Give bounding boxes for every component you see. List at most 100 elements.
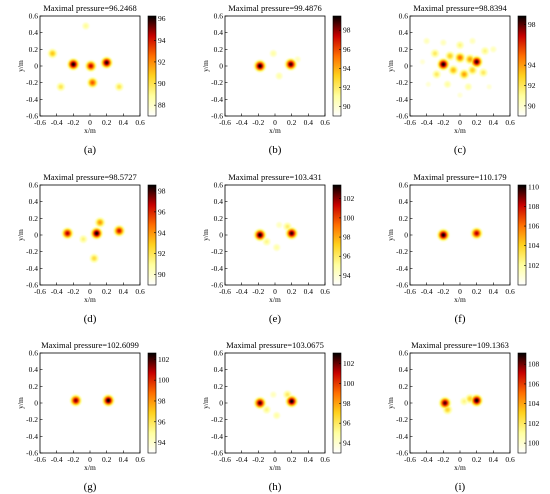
y-axis-label: y/m (201, 397, 210, 409)
colorbar-tick-label: 96 (343, 252, 351, 261)
y-tick-label: 0.2 (214, 45, 224, 54)
panel-i: Maximal pressure=109.1363 -0.6 -0.4 -0.2 0 0.… (386, 340, 540, 493)
x-tick-label: -0.6 (404, 455, 416, 464)
x-tick-label: 0.2 (102, 455, 112, 464)
colorbar-tick-label: 96 (158, 14, 166, 23)
y-tick-label: -0.2 (26, 247, 38, 256)
y-tick-label: 0.4 (214, 365, 224, 374)
x-tick-label: 0.2 (472, 287, 482, 296)
y-axis-label: y/m (386, 397, 395, 409)
heatmap-image (225, 353, 325, 453)
y-tick-label: 0.6 (214, 12, 224, 21)
colorbar-tick-label: 100 (343, 379, 355, 388)
y-tick-label: -0.6 (211, 112, 223, 121)
x-tick-label: -0.6 (404, 287, 416, 296)
colorbar-tick-label: 102 (343, 359, 355, 368)
colorbar-tick-label: 110 (528, 182, 539, 191)
y-tick-label: -0.2 (26, 78, 38, 87)
x-tick-label: 0 (273, 287, 277, 296)
y-tick-label: 0.6 (29, 181, 39, 190)
panel-caption: (g) (84, 481, 97, 493)
y-tick-label: 0 (404, 399, 408, 408)
x-tick-label: -0.4 (421, 118, 433, 127)
colorbar-tick-label: 106 (528, 222, 540, 231)
y-tick-label: -0.6 (396, 281, 408, 290)
x-tick-label: 0.6 (505, 455, 515, 464)
x-axis-label: x/m (269, 295, 281, 304)
y-tick-label: -0.6 (211, 449, 223, 458)
colorbar-tick-label: 90 (528, 101, 536, 110)
x-tick-label: 0 (458, 118, 462, 127)
colorbar-tick-label: 92 (343, 83, 351, 92)
colorbar-tick-label: 96 (158, 417, 166, 426)
colorbar (147, 15, 157, 117)
x-tick-label: -0.2 (252, 455, 264, 464)
y-tick-label: -0.6 (396, 112, 408, 121)
x-tick-label: 0.4 (489, 118, 499, 127)
colorbar-tick-label: 90 (158, 79, 166, 88)
y-tick-label: -0.2 (396, 78, 408, 87)
y-tick-label: 0.2 (29, 45, 39, 54)
panel-caption: (b) (269, 144, 282, 156)
x-tick-label: -0.6 (34, 287, 46, 296)
x-tick-label: 0.4 (119, 118, 129, 127)
x-tick-label: 0.4 (489, 287, 499, 296)
x-tick-label: -0.4 (51, 287, 63, 296)
y-axis-label: y/m (386, 60, 395, 72)
y-axis-label: y/m (16, 60, 25, 72)
y-tick-label: -0.6 (26, 281, 38, 290)
x-tick-label: 0.4 (119, 455, 129, 464)
y-tick-label: -0.4 (26, 264, 38, 273)
x-axis-label: x/m (269, 126, 281, 135)
x-tick-label: -0.4 (236, 287, 248, 296)
x-tick-label: 0.4 (304, 118, 314, 127)
panel-b: Maximal pressure=99.4876 -0.6 -0.4 -0.2 0 0.2… (201, 3, 351, 156)
panel-e: Maximal pressure=103.431 -0.6 -0.4 -0.2 0 0.2… (201, 172, 355, 325)
panel-title: Maximal pressure=98.5727 (43, 172, 137, 182)
colorbar-tick-label: 98 (158, 396, 166, 405)
x-axis-label: x/m (84, 126, 96, 135)
heatmap-image (410, 353, 510, 453)
x-tick-label: 0.4 (489, 455, 499, 464)
colorbar-tick-label: 90 (343, 102, 351, 111)
panel-d: Maximal pressure=98.5727 -0.6 -0.4 -0.2 0 0.2… (16, 172, 166, 325)
x-tick-label: 0.2 (472, 118, 482, 127)
heatmap-image (40, 185, 140, 285)
x-tick-label: 0.2 (287, 118, 297, 127)
x-tick-label: 0.6 (320, 118, 330, 127)
x-tick-label: -0.4 (51, 455, 63, 464)
y-tick-label: 0 (219, 231, 223, 240)
y-tick-label: 0 (34, 399, 38, 408)
panel-caption: (i) (455, 481, 466, 493)
y-tick-label: -0.6 (396, 449, 408, 458)
y-tick-label: -0.6 (26, 449, 38, 458)
colorbar-tick-label: 98 (343, 26, 351, 35)
y-tick-label: -0.2 (211, 78, 223, 87)
x-tick-label: -0.6 (34, 118, 46, 127)
colorbar-tick-label: 98 (343, 399, 351, 408)
panel-caption: (e) (269, 313, 282, 325)
panel-f: Maximal pressure=110.179 -0.6 -0.4 -0.2 0 0.2… (386, 172, 540, 325)
x-tick-label: -0.2 (67, 287, 79, 296)
colorbar-tick-label: 100 (158, 376, 170, 385)
x-tick-label: -0.4 (236, 455, 248, 464)
panel-title: Maximal pressure=98.8394 (413, 3, 507, 13)
x-tick-label: 0.2 (102, 118, 112, 127)
y-tick-label: 0.6 (214, 181, 224, 190)
y-axis-label: y/m (16, 229, 25, 241)
panel-title: Maximal pressure=102.6099 (41, 340, 139, 350)
x-tick-label: -0.2 (67, 118, 79, 127)
y-tick-label: 0 (34, 62, 38, 71)
heatmap-image (40, 353, 140, 453)
x-tick-label: 0.2 (472, 455, 482, 464)
y-tick-label: 0.4 (214, 197, 224, 206)
colorbar-tick-label: 96 (343, 419, 351, 428)
colorbar-tick-label: 92 (158, 57, 166, 66)
colorbar-tick-label: 88 (158, 101, 166, 110)
x-tick-label: -0.2 (437, 118, 449, 127)
colorbar-tick-label: 104 (528, 241, 540, 250)
y-tick-label: -0.4 (396, 264, 408, 273)
x-axis-label: x/m (84, 295, 96, 304)
panel-title: Maximal pressure=99.4876 (228, 3, 322, 13)
